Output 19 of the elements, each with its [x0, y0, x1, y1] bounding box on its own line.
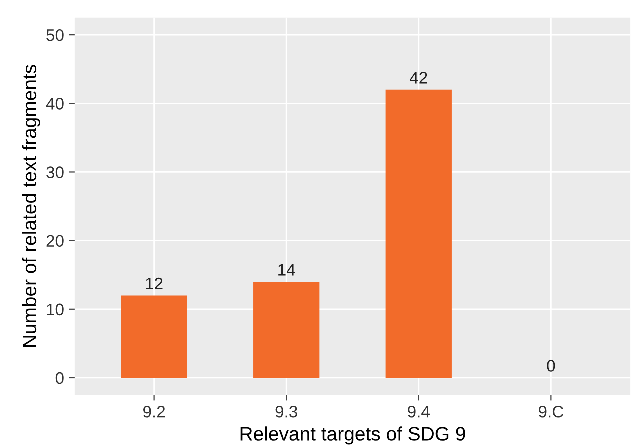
data-label: 14 [278, 264, 296, 276]
x-axis-title: Relevant targets of SDG 9 [240, 426, 466, 445]
y-tick-label: 40 [46, 98, 64, 110]
y-tick-label: 10 [47, 304, 64, 316]
data-label: 12 [146, 278, 163, 290]
y-axis-title: Number of related text fragments [22, 65, 40, 348]
x-tick-label: 9.2 [144, 406, 166, 418]
y-tick-label: 20 [46, 235, 64, 248]
bar [254, 282, 320, 378]
data-label: 0 [547, 360, 556, 372]
y-tick-label: 50 [46, 29, 64, 42]
bar [386, 90, 452, 378]
data-label: 42 [410, 72, 428, 84]
y-tick-label: 30 [46, 166, 64, 178]
x-tick-label: 9.3 [276, 406, 298, 418]
x-tick-label: 9.4 [408, 406, 430, 418]
y-tick-label: 0 [56, 372, 64, 384]
x-tick-label: 9.C [538, 406, 564, 418]
bar [121, 296, 188, 378]
